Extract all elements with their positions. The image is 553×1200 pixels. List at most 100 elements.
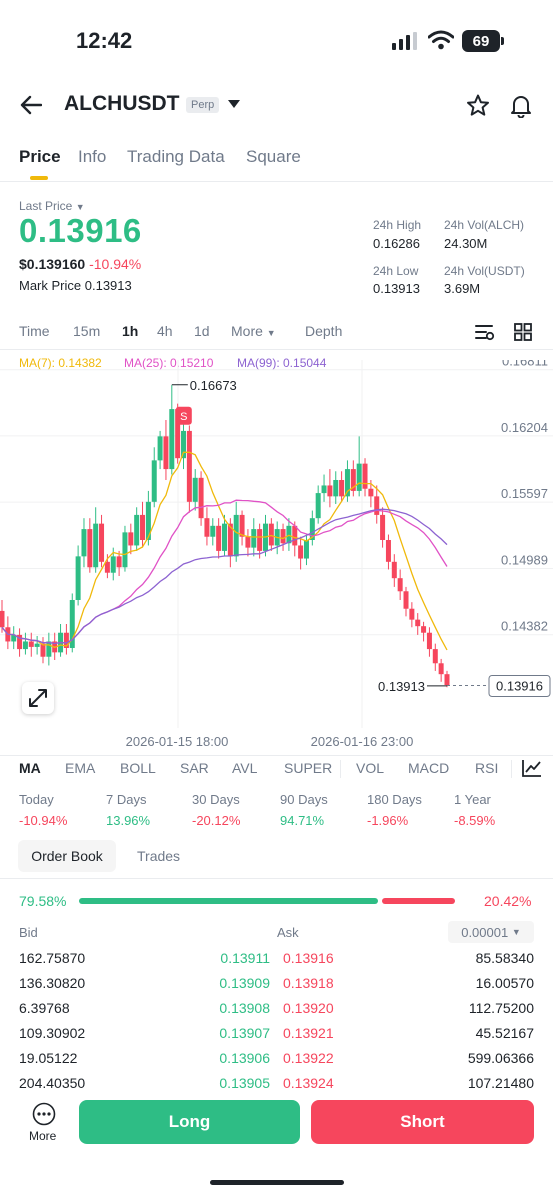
low-marker-label: 0.13913 [378, 679, 425, 694]
tf-more[interactable]: More ▼ [231, 323, 276, 339]
indicator-avl[interactable]: AVL [232, 760, 258, 776]
perp-badge: Perp [186, 97, 220, 113]
chevron-down-icon[interactable] [228, 100, 240, 108]
candle-body [140, 514, 146, 540]
perf-90d-label: 90 Days [280, 792, 328, 807]
candle-body [116, 556, 122, 568]
ask-price: 0.13920 [283, 1000, 334, 1016]
bid-price: 0.13909 [219, 975, 270, 991]
active-tab-indicator [30, 176, 48, 180]
divider [0, 181, 553, 182]
vol-alch-label: 24h Vol(ALCH) [444, 218, 525, 232]
indicator-vol[interactable]: VOL [356, 760, 385, 776]
candle-body [403, 591, 409, 609]
candle-body [40, 643, 46, 657]
ask-price: 0.13921 [283, 1025, 334, 1041]
more-label[interactable]: More [29, 1129, 57, 1143]
indicator-super[interactable]: SUPER [284, 760, 333, 776]
candle-body [257, 529, 263, 551]
short-button[interactable]: Short [311, 1100, 534, 1144]
home-indicator [210, 1180, 344, 1185]
indicator-ema[interactable]: EMA [65, 760, 96, 776]
last-price-label[interactable]: Last Price ▼ [19, 199, 85, 213]
star-icon[interactable] [466, 94, 490, 117]
chart-settings-icon[interactable] [475, 323, 495, 341]
pair-symbol[interactable]: ALCHUSDT [64, 92, 180, 115]
candle-body [28, 641, 34, 647]
tab-trading-data[interactable]: Trading Data [127, 147, 225, 166]
x-tick-label: 2026-01-16 23:00 [311, 734, 414, 749]
ask-ratio: 20.42% [484, 893, 532, 909]
tf-15m[interactable]: 15m [73, 323, 101, 339]
tab-info[interactable]: Info [78, 147, 107, 166]
tab-square[interactable]: Square [246, 147, 301, 166]
ask-quantity: 85.58340 [475, 950, 534, 966]
y-tick-label: 0.15597 [501, 486, 548, 501]
high-label: 24h High [373, 218, 422, 232]
candlestick-chart[interactable]: 0.16811 0.16204 0.15597 0.14989 0.14382 0.166… [0, 360, 553, 755]
perf-7d-value: 13.96% [106, 813, 151, 828]
candle-body [444, 674, 450, 686]
tf-1h[interactable]: 1h [122, 323, 139, 339]
candle-body [75, 556, 81, 600]
perf-90d-value: 94.71% [280, 813, 325, 828]
indicator-ma[interactable]: MA [19, 760, 41, 776]
tf-depth[interactable]: Depth [305, 323, 343, 339]
back-arrow-icon[interactable] [20, 95, 42, 115]
tab-price[interactable]: Price [19, 147, 61, 166]
perf-1y-value: -8.59% [454, 813, 496, 828]
indicator-rsi[interactable]: RSI [475, 760, 499, 776]
candle-body [81, 529, 87, 557]
bid-quantity: 109.30902 [19, 1025, 86, 1041]
candle-body [321, 485, 327, 494]
candle-body [104, 561, 110, 573]
candle-body [362, 463, 368, 489]
sell-marker-label: S [180, 411, 187, 423]
tab-trades[interactable]: Trades [137, 848, 181, 864]
candle-body [368, 488, 374, 497]
ask-quantity: 45.52167 [475, 1025, 534, 1041]
indicator-macd[interactable]: MACD [408, 760, 450, 776]
indicator-separator [340, 760, 341, 778]
expand-chart-button[interactable] [22, 682, 54, 714]
last-price: 0.13916 [19, 212, 142, 249]
battery-tip [501, 37, 504, 45]
perf-30d-value: -20.12% [192, 813, 241, 828]
current-price-box [488, 675, 551, 698]
indicator-chart-icon[interactable] [522, 759, 542, 777]
bell-icon[interactable] [510, 93, 532, 118]
perf-today-value: -10.94% [19, 813, 68, 828]
candle-body [63, 632, 69, 648]
indicator-sar[interactable]: SAR [180, 760, 209, 776]
candle-body [169, 409, 175, 470]
tf-4h[interactable]: 4h [157, 323, 173, 339]
ma7-line [1, 451, 448, 651]
candle-body [344, 469, 350, 497]
y-tick-label: 0.16811 [502, 360, 548, 369]
tf-time[interactable]: Time [19, 323, 50, 339]
candle-body [280, 529, 286, 544]
long-button[interactable]: Long [79, 1100, 300, 1144]
candle-body [315, 493, 321, 519]
candle-body [134, 514, 140, 546]
more-icon[interactable] [32, 1102, 56, 1126]
bid-price: 0.13907 [219, 1025, 270, 1041]
candle-body [22, 641, 28, 650]
tf-1d[interactable]: 1d [194, 323, 210, 339]
candle-body [175, 409, 181, 459]
candle-body [69, 600, 75, 648]
ma7-legend: MA(7): 0.14382 [19, 356, 102, 370]
candle-body [397, 578, 403, 592]
tab-order-book[interactable]: Order Book [18, 840, 116, 872]
grid-layout-icon[interactable] [514, 323, 532, 341]
candle-body [309, 518, 315, 540]
indicator-boll[interactable]: BOLL [120, 760, 156, 776]
high-value: 0.16286 [373, 236, 420, 251]
perf-1y-label: 1 Year [454, 792, 491, 807]
ma25-legend: MA(25): 0.15210 [124, 356, 214, 370]
candle-body [122, 532, 128, 568]
candle-body [145, 501, 151, 540]
precision-select[interactable]: 0.00001 ▼ [448, 921, 534, 943]
candle-body [438, 663, 444, 675]
mark-price: Mark Price 0.13913 [19, 278, 132, 293]
